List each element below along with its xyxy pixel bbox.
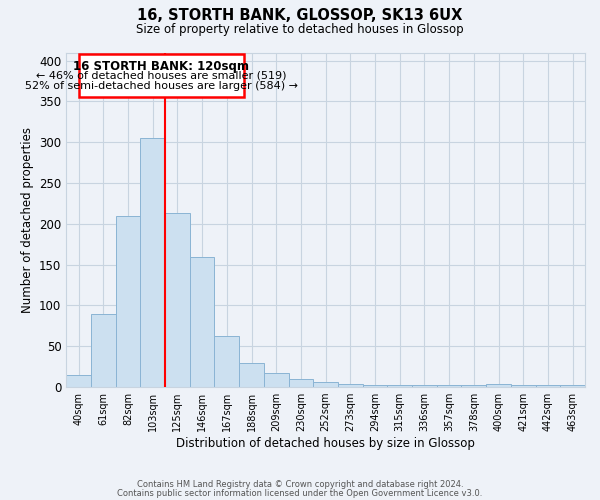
Bar bbox=[190, 256, 214, 387]
Text: ← 46% of detached houses are smaller (519): ← 46% of detached houses are smaller (51… bbox=[36, 70, 287, 81]
Bar bbox=[66, 375, 91, 387]
Bar bbox=[388, 386, 412, 387]
Bar bbox=[338, 384, 362, 387]
Bar bbox=[461, 386, 486, 387]
Text: Size of property relative to detached houses in Glossop: Size of property relative to detached ho… bbox=[136, 22, 464, 36]
X-axis label: Distribution of detached houses by size in Glossop: Distribution of detached houses by size … bbox=[176, 437, 475, 450]
Bar bbox=[313, 382, 338, 387]
Bar bbox=[362, 384, 388, 387]
Text: 52% of semi-detached houses are larger (584) →: 52% of semi-detached houses are larger (… bbox=[25, 81, 298, 91]
Bar bbox=[239, 362, 264, 387]
Y-axis label: Number of detached properties: Number of detached properties bbox=[20, 127, 34, 313]
FancyBboxPatch shape bbox=[79, 54, 244, 98]
Text: 16 STORTH BANK: 120sqm: 16 STORTH BANK: 120sqm bbox=[73, 60, 250, 73]
Bar bbox=[140, 138, 165, 387]
Text: Contains HM Land Registry data © Crown copyright and database right 2024.: Contains HM Land Registry data © Crown c… bbox=[137, 480, 463, 489]
Bar bbox=[91, 314, 116, 387]
Bar bbox=[116, 216, 140, 387]
Bar bbox=[437, 386, 461, 387]
Bar bbox=[412, 386, 437, 387]
Bar bbox=[560, 386, 585, 387]
Text: Contains public sector information licensed under the Open Government Licence v3: Contains public sector information licen… bbox=[118, 489, 482, 498]
Bar bbox=[214, 336, 239, 387]
Bar bbox=[289, 379, 313, 387]
Bar bbox=[264, 373, 289, 387]
Bar bbox=[486, 384, 511, 387]
Bar bbox=[511, 384, 536, 387]
Bar bbox=[536, 384, 560, 387]
Text: 16, STORTH BANK, GLOSSOP, SK13 6UX: 16, STORTH BANK, GLOSSOP, SK13 6UX bbox=[137, 8, 463, 22]
Bar bbox=[165, 214, 190, 387]
